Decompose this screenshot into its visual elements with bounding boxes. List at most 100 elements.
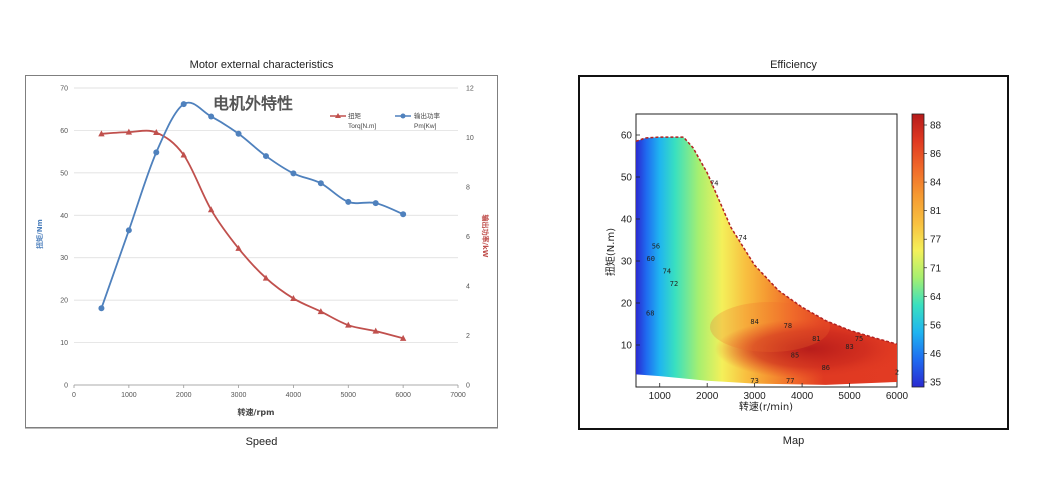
contour-label: 72 (670, 280, 678, 288)
power-point (263, 153, 269, 160)
left-chart-caption-top: Motor external characteristics (189, 59, 334, 71)
y-tick-label: 20 (60, 298, 68, 305)
contour-label: 74 (663, 268, 671, 276)
y-tick-label: 70 (60, 86, 68, 93)
legend-torque-marker (335, 113, 341, 118)
legend-torque-label: 扭矩 (348, 111, 362, 120)
map-x-tick-label: 2000 (696, 391, 719, 402)
torque-point (125, 128, 133, 135)
torque-point (372, 327, 379, 334)
colorbar-tick-label: 84 (930, 178, 942, 189)
torque-point (262, 274, 270, 281)
torque-point (207, 206, 215, 213)
efficiency-map-chart: 60 56 74 72 68 74 74 84 78 81 85 83 75 86 77 73 2 1000 20… (578, 75, 1009, 430)
colorbar-tick-label: 81 (930, 206, 942, 217)
map-y-tick-label: 40 (621, 215, 633, 226)
y2-tick-label: 8 (466, 185, 470, 192)
colorbar-tick-label: 46 (930, 349, 942, 360)
left-chart-caption-bottom: Speed (245, 436, 278, 448)
map-x-tick-label: 6000 (886, 391, 909, 402)
y-tick-label: 0 (64, 383, 68, 390)
power-point (317, 180, 324, 187)
y-tick-label: 60 (60, 128, 68, 135)
map-y-tick-label: 20 (621, 299, 633, 310)
map-y-tick-label: 10 (621, 341, 633, 352)
contour-label: 86 (822, 364, 830, 372)
y-tick-label: 30 (60, 255, 68, 262)
y-tick-label: 50 (60, 170, 68, 177)
legend-power-sublabel: Pm[Kw] (414, 123, 437, 130)
map-x-tick-label: 3000 (744, 391, 767, 402)
power-point (345, 198, 352, 205)
power-point (98, 305, 105, 312)
map-x-tick-label: 5000 (838, 391, 861, 402)
y-tick-label: 40 (60, 213, 68, 220)
contour-label: 81 (812, 335, 820, 343)
x-tick-label: 4000 (286, 392, 302, 399)
colorbar-tick-label: 64 (930, 292, 942, 303)
torque-point (235, 244, 242, 251)
x-tick-label: 1000 (121, 392, 137, 399)
contour-label: 74 (739, 234, 747, 242)
contour-label: 73 (750, 377, 758, 385)
map-x-tick-label: 1000 (649, 391, 672, 402)
contour-label: 56 (652, 242, 660, 250)
y2-axis-label: 输出功率/kW (481, 215, 490, 258)
contour-label: 77 (786, 377, 794, 385)
x-tick-label: 2000 (176, 392, 192, 399)
map-y-tick-label: 30 (621, 257, 633, 268)
power-point (290, 170, 297, 177)
right-chart-caption-top: Efficiency (770, 59, 817, 71)
torque-point (98, 130, 105, 137)
colorbar-tick-label: 56 (930, 320, 942, 331)
map-y-tick-label: 50 (621, 173, 633, 184)
power-point (235, 130, 242, 137)
power-point (400, 211, 407, 218)
contour-label: 68 (646, 310, 654, 318)
contour-label: 83 (845, 343, 853, 351)
torque-point (180, 151, 187, 158)
map-y-axis-label: 扭矩(N.m) (604, 228, 617, 276)
power-point (125, 227, 132, 234)
torque-point (153, 129, 160, 136)
contour-label: 75 (855, 335, 863, 343)
y2-tick-label: 2 (466, 333, 470, 340)
contour-label: 78 (784, 322, 792, 330)
y-tick-label: 10 (60, 340, 68, 347)
y2-tick-label: 0 (466, 383, 470, 390)
contour-label: 2 (895, 368, 899, 376)
map-x-tick-label: 4000 (791, 391, 814, 402)
torque-point (317, 308, 325, 315)
legend-power-marker (400, 113, 406, 119)
power-point (153, 149, 160, 156)
x-axis-label: 转速/rpm (238, 407, 275, 417)
colorbar-tick-label: 86 (930, 149, 942, 160)
legend-power-label: 输出功率 (414, 111, 441, 120)
max-torque-boundary (635, 136, 898, 345)
motor-characteristics-svg: 0 10 20 30 40 50 60 70 0 2 4 6 8 10 12 0 1000 2000 3000 400… (35, 86, 490, 418)
map-x-axis-label: 转速(r/min) (739, 400, 793, 413)
x-tick-label: 3000 (231, 392, 247, 399)
contour-label: 85 (791, 352, 799, 360)
y2-tick-label: 6 (466, 234, 470, 241)
map-y-tick-label: 60 (621, 131, 633, 142)
y2-tick-label: 4 (466, 284, 470, 291)
y2-tick-label: 10 (466, 135, 474, 142)
x-tick-label: 7000 (450, 392, 466, 399)
power-point (208, 113, 215, 120)
right-chart-caption-bottom: Map (782, 435, 805, 447)
power-point (180, 101, 187, 108)
torque-point (399, 334, 407, 341)
chart-legend: 扭矩 Torq[N.m] 输出功率 Pm[Kw] (330, 111, 441, 130)
contour-label: 60 (646, 255, 654, 263)
series-line-torque (101, 129, 404, 340)
y2-tick-label: 12 (466, 86, 474, 93)
power-point (372, 200, 379, 207)
x-tick-label: 5000 (340, 392, 356, 399)
torque-point (345, 321, 352, 328)
colorbar-tick-label: 88 (930, 121, 942, 132)
series-line-power (100, 101, 404, 309)
legend-torque-sublabel: Torq[N.m] (348, 123, 376, 130)
chart-title: 电机外特性 (213, 94, 293, 113)
